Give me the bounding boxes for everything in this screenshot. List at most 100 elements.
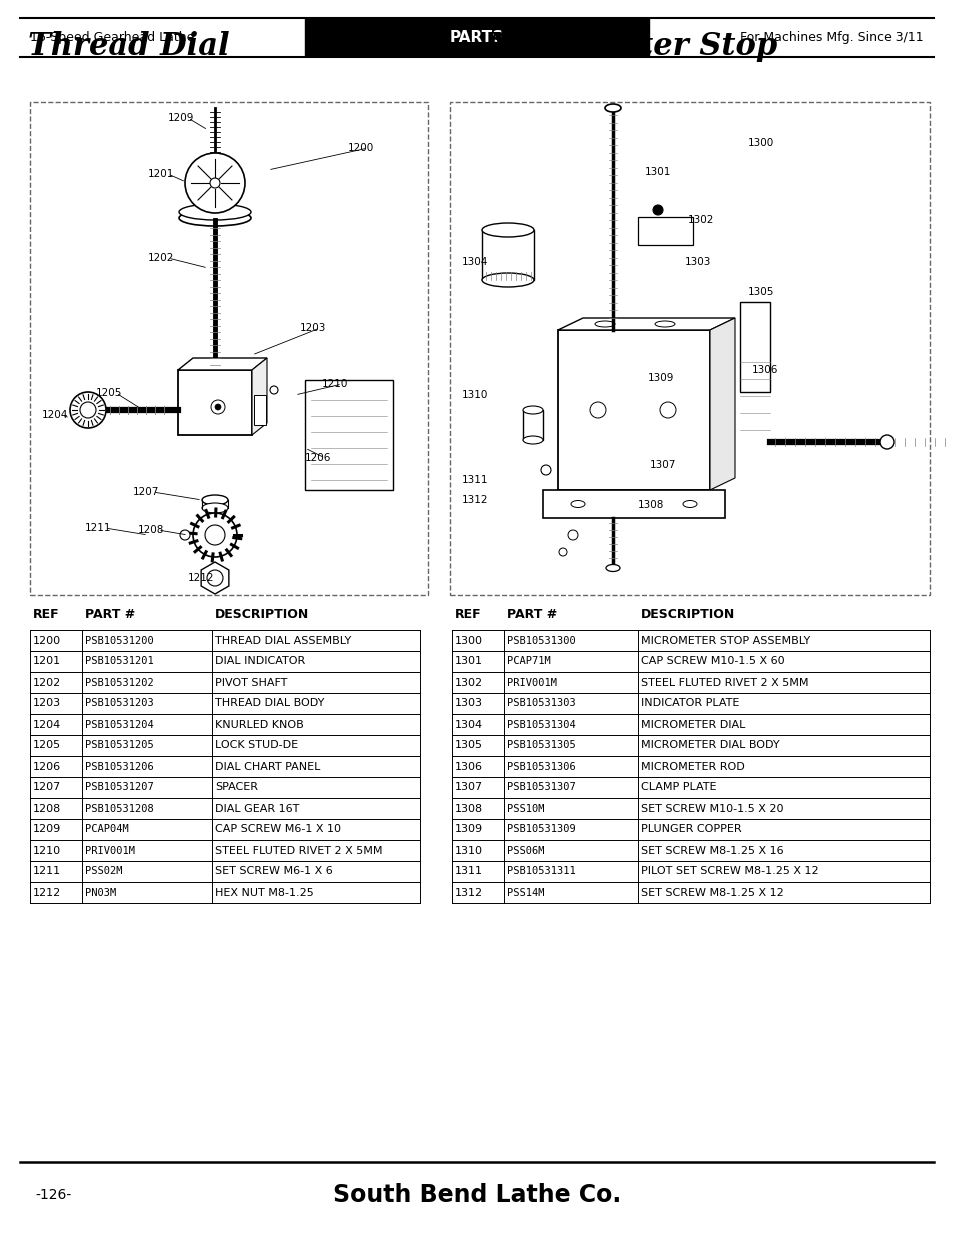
Text: 1200: 1200 [348,143,374,153]
Text: 1211: 1211 [85,522,112,534]
Text: 1310: 1310 [455,846,482,856]
Text: 1304: 1304 [455,720,482,730]
Text: 1311: 1311 [461,475,488,485]
Text: PSB10531305: PSB10531305 [506,741,576,751]
Bar [542,490,724,517]
Ellipse shape [481,224,534,237]
Text: PSB10531204: PSB10531204 [85,720,153,730]
Bar [305,19,648,56]
Text: 1205: 1205 [33,741,61,751]
Circle shape [270,387,277,394]
Text: 1209: 1209 [33,825,61,835]
Circle shape [185,153,245,212]
Text: PSB10531203: PSB10531203 [85,699,153,709]
Text: SET SCREW M8-1.25 X 16: SET SCREW M8-1.25 X 16 [640,846,782,856]
Bar [30,103,428,595]
Text: MICROMETER ROD: MICROMETER ROD [640,762,744,772]
Bar [638,217,692,245]
Text: 1202: 1202 [148,253,174,263]
Text: PSS06M: PSS06M [506,846,544,856]
Text: PSB10531201: PSB10531201 [85,657,153,667]
Text: 1204: 1204 [42,410,69,420]
Text: REF: REF [455,609,481,621]
Text: PIVOT SHAFT: PIVOT SHAFT [214,678,287,688]
Text: DIAL INDICATOR: DIAL INDICATOR [214,657,305,667]
Ellipse shape [179,210,251,226]
Ellipse shape [202,503,228,513]
Text: MICROMETER DIAL BODY: MICROMETER DIAL BODY [640,741,779,751]
Ellipse shape [605,564,619,572]
Text: PSB10531309: PSB10531309 [506,825,576,835]
Text: 1207: 1207 [132,487,159,496]
Text: 1307: 1307 [455,783,482,793]
Text: 1200: 1200 [33,636,61,646]
Text: 1304: 1304 [461,257,488,267]
Text: 1302: 1302 [687,215,714,225]
Ellipse shape [604,104,620,112]
Text: 1306: 1306 [455,762,482,772]
Polygon shape [201,562,229,594]
Text: 1205: 1205 [96,388,122,398]
Circle shape [211,400,225,414]
Text: 1208: 1208 [138,525,164,535]
Circle shape [180,530,190,540]
Circle shape [589,403,605,417]
Ellipse shape [655,321,675,327]
Text: PART #: PART # [506,609,557,621]
Text: PSB10531205: PSB10531205 [85,741,153,751]
Text: 1306: 1306 [751,366,778,375]
Text: 1211: 1211 [33,867,61,877]
Text: 1206: 1206 [305,453,331,463]
Text: 1305: 1305 [747,287,774,296]
Text: 1303: 1303 [455,699,482,709]
Text: PRIV001M: PRIV001M [85,846,135,856]
Ellipse shape [481,273,534,287]
Text: DIAL GEAR 16T: DIAL GEAR 16T [214,804,299,814]
Text: DESCRIPTION: DESCRIPTION [640,609,735,621]
Text: PSS02M: PSS02M [85,867,122,877]
Circle shape [80,403,96,417]
Text: PN03M: PN03M [85,888,116,898]
Text: 1311: 1311 [455,867,482,877]
Text: HEX NUT M8-1.25: HEX NUT M8-1.25 [214,888,314,898]
Text: PARTS: PARTS [450,30,503,44]
Text: DESCRIPTION: DESCRIPTION [214,609,309,621]
Text: 1203: 1203 [299,324,326,333]
Text: SET SCREW M6-1 X 6: SET SCREW M6-1 X 6 [214,867,333,877]
Text: 1309: 1309 [455,825,482,835]
Circle shape [193,513,236,557]
Text: 1300: 1300 [455,636,482,646]
Polygon shape [178,358,267,370]
Text: 1204: 1204 [33,720,61,730]
Text: 1310: 1310 [461,390,488,400]
Text: 1201: 1201 [148,169,174,179]
Bar [481,230,534,280]
Bar [305,380,393,490]
Text: PSB10531206: PSB10531206 [85,762,153,772]
Polygon shape [558,317,734,330]
Text: PRIV001M: PRIV001M [506,678,557,688]
Ellipse shape [595,321,615,327]
Text: PSB10531207: PSB10531207 [85,783,153,793]
Text: PCAP04M: PCAP04M [85,825,129,835]
Text: 1302: 1302 [455,678,482,688]
Text: MICROMETER STOP ASSEMBLY: MICROMETER STOP ASSEMBLY [640,636,809,646]
Bar [450,103,929,595]
Text: SPACER: SPACER [214,783,257,793]
Text: LOCK STUD-DE: LOCK STUD-DE [214,741,297,751]
Text: SET SCREW M10-1.5 X 20: SET SCREW M10-1.5 X 20 [640,804,782,814]
Bar [178,370,252,435]
Text: 1206: 1206 [33,762,61,772]
Text: 1300: 1300 [747,138,774,148]
Text: CAP SCREW M6-1 X 10: CAP SCREW M6-1 X 10 [214,825,340,835]
Circle shape [659,403,676,417]
Text: PSB10531202: PSB10531202 [85,678,153,688]
Text: 1301: 1301 [455,657,482,667]
Text: 1210: 1210 [322,379,348,389]
Text: For Machines Mfg. Since 3/11: For Machines Mfg. Since 3/11 [740,31,923,43]
Text: 1212: 1212 [33,888,61,898]
Text: 1203: 1203 [33,699,61,709]
Text: 16-Speed Gearhead Lathe: 16-Speed Gearhead Lathe [30,31,194,43]
Polygon shape [709,317,734,490]
Circle shape [205,525,225,545]
